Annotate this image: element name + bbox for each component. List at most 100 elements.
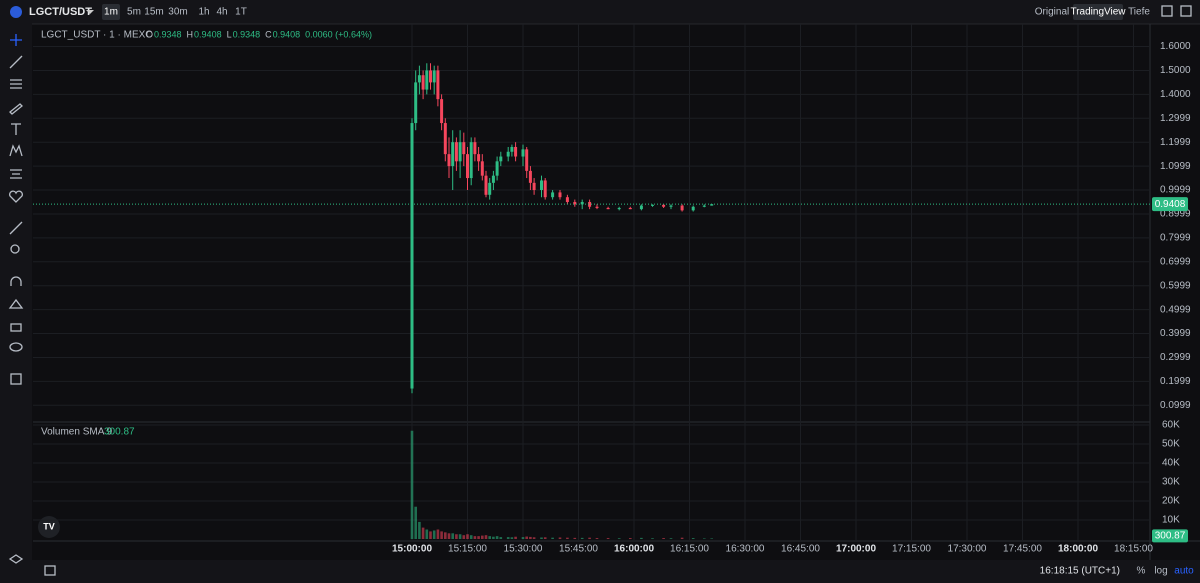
fib-tool[interactable] (10, 79, 22, 89)
fullscreen-button[interactable] (1180, 5, 1192, 17)
volume-bar (521, 537, 525, 539)
volume-tick-label: 60K (1162, 420, 1180, 431)
volume-sma: 300.87 (104, 427, 135, 438)
favorites[interactable] (9, 190, 23, 203)
candle-body (525, 149, 529, 171)
text-tool[interactable] (11, 123, 21, 135)
candle-body (488, 182, 492, 195)
x-tick-label: 15:15:00 (448, 544, 487, 555)
visibility[interactable] (9, 342, 23, 352)
y-tick-label: 1.4000 (1160, 89, 1191, 100)
y-tick-label: 1.5000 (1160, 65, 1191, 76)
volume-bar (488, 536, 491, 539)
interval-button[interactable]: 5m (127, 7, 141, 18)
volume-bar (477, 536, 480, 539)
candle-body (651, 204, 654, 206)
legend-key: C (265, 29, 272, 39)
volume-sma-tag (1152, 529, 1188, 543)
clock: 16:18:15 (UTC+1) (1040, 566, 1120, 577)
bottom-bar (0, 560, 1200, 583)
y-tick-label: 0.5999 (1160, 280, 1191, 291)
candle-body (543, 180, 547, 198)
measure-tool[interactable] (10, 169, 22, 179)
layers[interactable] (8, 554, 24, 564)
brush-tool[interactable] (9, 103, 23, 115)
y-tick-label: 0.9999 (1160, 185, 1191, 196)
interval-button[interactable]: 1h (198, 7, 209, 18)
volume-bar (447, 533, 451, 539)
pattern-tool[interactable] (9, 144, 23, 157)
volume-bar (703, 538, 706, 539)
active-view (1073, 4, 1123, 20)
x-tick-label: 15:30:00 (504, 544, 543, 555)
crosshair-tool[interactable] (10, 34, 22, 46)
auto-toggle[interactable]: auto (1174, 566, 1194, 577)
candle-body (680, 205, 684, 211)
candle-body (514, 146, 518, 157)
view-button[interactable]: TradingView (1070, 7, 1126, 18)
legend-value: 0.9408 (273, 29, 301, 39)
candle-body (580, 201, 584, 205)
symbol-logo[interactable] (10, 6, 22, 18)
volume-bar (425, 529, 429, 539)
candle-body (710, 204, 714, 206)
volume-bar (651, 538, 654, 539)
candle-body (540, 180, 543, 191)
trash[interactable] (10, 373, 22, 385)
legend-value: 0.9348 (154, 29, 182, 39)
stay-drawing[interactable] (8, 298, 24, 309)
interval-button[interactable]: 4h (216, 7, 227, 18)
volume-bar (455, 534, 458, 539)
volume-bar (640, 537, 643, 539)
view-button[interactable]: Tiefe (1128, 7, 1150, 18)
dropdown-arrow[interactable] (86, 10, 94, 14)
layout-button[interactable] (1161, 5, 1173, 17)
volume-bar (510, 537, 514, 539)
volume-bar (588, 537, 591, 539)
volume-bar (499, 537, 503, 539)
candle-body (669, 205, 673, 207)
ruler[interactable] (9, 221, 23, 235)
percent-toggle[interactable]: % (1137, 566, 1146, 577)
candle-body (510, 146, 514, 152)
tv-logo-mark: TV (43, 521, 55, 531)
candle-body (528, 170, 532, 183)
log-toggle[interactable]: log (1154, 566, 1167, 577)
volume-tick-label: 20K (1162, 496, 1180, 507)
volume-bar (506, 537, 510, 539)
volume-bar (691, 538, 695, 539)
candle-body (473, 142, 477, 155)
volume-bar (669, 538, 673, 539)
volume-bar (469, 535, 473, 539)
candle-body (443, 123, 447, 155)
zoom[interactable] (10, 244, 20, 254)
symbol[interactable]: LGCT/USDT (29, 6, 92, 18)
interval-button[interactable]: 15m (144, 7, 163, 18)
x-tick-label: 16:45:00 (781, 544, 820, 555)
y-tick-label: 1.2999 (1160, 113, 1191, 124)
magnet[interactable] (10, 276, 22, 286)
volume-bar (566, 537, 569, 539)
candle-body (521, 149, 525, 157)
candle-body (506, 151, 510, 157)
calendar[interactable] (44, 565, 56, 576)
volume-bar (451, 533, 454, 539)
x-tick-label: 17:00:00 (836, 544, 876, 555)
view-button[interactable]: Original (1035, 7, 1069, 18)
interval-button[interactable]: 1T (235, 7, 247, 18)
x-tick-label: 16:30:00 (726, 544, 765, 555)
interval-button[interactable]: 1m (104, 7, 118, 18)
left-icons (8, 34, 56, 576)
candle-body (440, 99, 444, 124)
tv-logo[interactable] (38, 516, 60, 538)
lock[interactable] (10, 323, 22, 332)
volume-bar (525, 536, 528, 539)
volume-bar (514, 536, 517, 539)
top-bar (0, 0, 1200, 24)
y-tick-label: 0.8999 (1160, 209, 1191, 220)
volume-bar (432, 530, 436, 539)
line-tool[interactable] (9, 55, 23, 69)
last-price-tag (1152, 197, 1188, 212)
interval-button[interactable]: 30m (168, 7, 187, 18)
